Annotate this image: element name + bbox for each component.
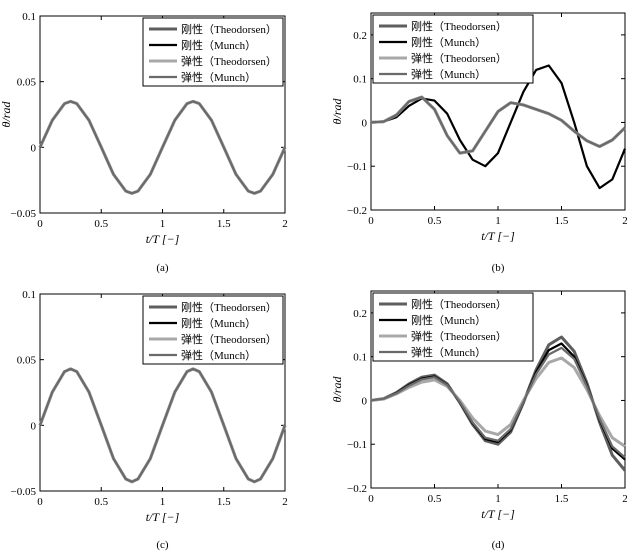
- series-line-3: [370, 356, 626, 448]
- y-tick-label: 0.2: [353, 308, 367, 320]
- y-tick-label: 0.05: [17, 355, 37, 367]
- legend-entry-3: 弹性（Theodorsen）: [411, 51, 507, 65]
- y-tick-label: 0.05: [17, 77, 37, 89]
- y-tick-label: 0.1: [22, 289, 36, 301]
- y-axis-label: θ/rad: [0, 101, 13, 128]
- y-tick-label: −0.05: [11, 208, 37, 220]
- x-tick-label: 0: [368, 215, 374, 227]
- x-tick-label: 0.5: [428, 215, 442, 227]
- panel-4: 0 0.5 1 1.5 2 −0.2 −0.1 0 0.1 0.2 t/T [−] θ/rad 刚性（T…: [330, 290, 627, 551]
- legend-entry-4: 弹性（Munch）: [411, 67, 486, 81]
- y-tick-label: −0.2: [347, 483, 367, 495]
- series-line-4: [370, 95, 626, 155]
- x-tick-label: 1: [160, 496, 166, 508]
- panel-2: 0 0.5 1 1.5 2 −0.2 −0.1 0 0.1 0.2 t/T [−] θ/rad 刚性（T…: [330, 12, 627, 274]
- legend-entry-3: 弹性（Theodorsen）: [181, 332, 277, 346]
- panel-label: (a): [156, 262, 169, 274]
- legend-entry-1: 刚性（Theodorsen）: [411, 297, 507, 311]
- y-tick-label: 0.1: [353, 74, 367, 86]
- y-tick-label: 0.1: [22, 11, 36, 23]
- legend: 刚性（Theodorsen） 刚性（Munch） 弹性（Theodorsen） 弹性（…: [142, 295, 284, 365]
- x-tick-label: 0.5: [428, 493, 442, 505]
- x-tick-label: 2: [622, 215, 627, 227]
- legend-entry-4: 弹性（Munch）: [411, 345, 486, 359]
- x-axis-label: t/T [−]: [481, 507, 515, 521]
- legend-entry-1: 刚性（Theodorsen）: [181, 300, 277, 314]
- x-tick-label: 1: [495, 493, 501, 505]
- x-tick-label: 2: [282, 218, 288, 230]
- series-line-4: [38, 100, 287, 195]
- legend-entry-2: 刚性（Munch）: [411, 35, 486, 49]
- panel-label: (c): [156, 539, 169, 551]
- panel-label: (d): [492, 539, 505, 551]
- x-tick-label: 1: [160, 218, 166, 230]
- x-tick-label: 1.5: [555, 493, 569, 505]
- y-tick-label: 0: [31, 420, 37, 432]
- x-tick-label: 0: [37, 496, 43, 508]
- legend: 刚性（Theodorsen） 刚性（Munch） 弹性（Theodorsen） 弹性（…: [372, 14, 534, 84]
- legend-entry-3: 弹性（Theodorsen）: [181, 54, 277, 68]
- y-tick-label: −0.1: [347, 439, 367, 451]
- y-tick-label: −0.1: [347, 161, 367, 173]
- legend-entry-1: 刚性（Theodorsen）: [411, 19, 507, 33]
- y-tick-label: 0: [362, 117, 368, 129]
- legend-entry-4: 弹性（Munch）: [181, 348, 256, 362]
- x-tick-label: 0: [37, 218, 43, 230]
- legend-entry-2: 刚性（Munch）: [181, 316, 256, 330]
- y-tick-label: 0.1: [353, 352, 367, 364]
- x-axis-label: t/T [−]: [146, 232, 180, 246]
- x-axis-label: t/T [−]: [146, 510, 180, 524]
- y-tick-label: 0.2: [353, 30, 367, 42]
- x-tick-label: 1.5: [217, 496, 231, 508]
- y-tick-label: −0.2: [347, 205, 367, 217]
- series-line-4: [370, 346, 626, 459]
- x-tick-label: 0: [368, 493, 374, 505]
- y-axis-label: θ/rad: [330, 98, 344, 125]
- legend: 刚性（Theodorsen） 刚性（Munch） 弹性（Theodorsen） 弹性（…: [142, 17, 284, 87]
- x-axis-label: t/T [−]: [481, 229, 515, 243]
- y-tick-label: −0.05: [11, 486, 37, 498]
- legend-entry-4: 弹性（Munch）: [181, 70, 256, 84]
- legend-entry-2: 刚性（Munch）: [411, 313, 486, 327]
- legend-entry-3: 弹性（Theodorsen）: [411, 329, 507, 343]
- x-tick-label: 2: [282, 496, 288, 508]
- x-tick-label: 2: [622, 493, 627, 505]
- x-tick-label: 1.5: [217, 218, 231, 230]
- x-tick-label: 0.5: [94, 496, 108, 508]
- legend-entry-1: 刚性（Theodorsen）: [181, 22, 277, 36]
- y-tick-label: 0: [362, 395, 368, 407]
- legend: 刚性（Theodorsen） 刚性（Munch） 弹性（Theodorsen） 弹性（…: [372, 292, 534, 362]
- legend-entry-2: 刚性（Munch）: [181, 38, 256, 52]
- y-axis-label: θ/rad: [330, 376, 344, 403]
- y-tick-label: 0: [31, 142, 37, 154]
- series-line-4: [38, 367, 287, 483]
- x-tick-label: 1.5: [555, 215, 569, 227]
- series-line-2: [370, 64, 627, 190]
- panel-label: (b): [492, 262, 505, 274]
- x-tick-label: 1: [495, 215, 501, 227]
- x-tick-label: 0.5: [94, 218, 108, 230]
